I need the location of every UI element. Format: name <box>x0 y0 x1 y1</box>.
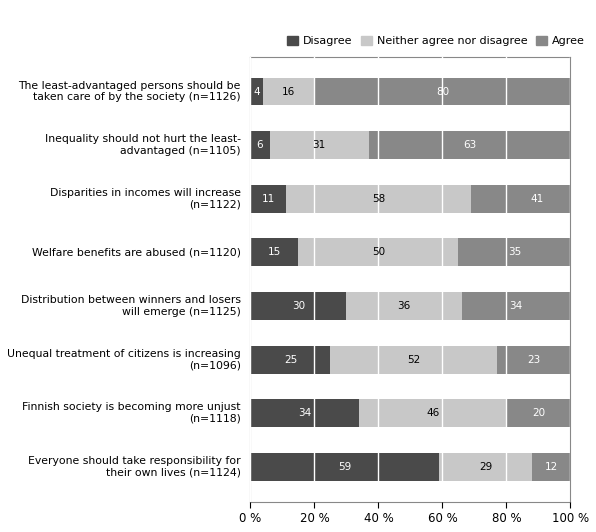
Text: 41: 41 <box>530 194 544 204</box>
Text: 4: 4 <box>253 87 260 96</box>
Text: 46: 46 <box>426 408 439 418</box>
Bar <box>471 185 596 213</box>
Text: 34: 34 <box>298 408 312 418</box>
Text: 63: 63 <box>463 140 476 150</box>
Text: 52: 52 <box>407 354 420 364</box>
Bar <box>250 131 269 159</box>
Bar <box>263 78 315 105</box>
Bar <box>250 78 263 105</box>
Text: 59: 59 <box>338 462 352 472</box>
Bar <box>458 238 570 267</box>
Text: 36: 36 <box>398 301 411 311</box>
Bar <box>346 292 462 320</box>
Text: 20: 20 <box>532 408 545 418</box>
Bar <box>250 346 330 373</box>
Text: 23: 23 <box>527 354 541 364</box>
Bar <box>250 292 346 320</box>
Bar <box>315 78 570 105</box>
Bar <box>330 346 497 373</box>
Bar <box>269 131 369 159</box>
Text: 12: 12 <box>545 462 558 472</box>
Text: 6: 6 <box>257 140 263 150</box>
Text: 15: 15 <box>268 247 281 257</box>
Text: 35: 35 <box>508 247 521 257</box>
Bar <box>359 399 507 427</box>
Text: 16: 16 <box>282 87 296 96</box>
Legend: Disagree, Neither agree nor disagree, Agree: Disagree, Neither agree nor disagree, Ag… <box>283 31 589 51</box>
Bar <box>532 453 570 481</box>
Text: 80: 80 <box>436 87 449 96</box>
Text: 11: 11 <box>262 194 275 204</box>
Text: 58: 58 <box>372 194 385 204</box>
Bar <box>497 346 570 373</box>
Bar <box>250 185 285 213</box>
Bar <box>439 453 532 481</box>
Text: 29: 29 <box>479 462 492 472</box>
Bar <box>250 453 439 481</box>
Text: 34: 34 <box>510 301 523 311</box>
Bar <box>250 238 299 267</box>
Text: 31: 31 <box>313 140 326 150</box>
Bar <box>507 399 570 427</box>
Text: 50: 50 <box>372 247 385 257</box>
Bar <box>369 131 570 159</box>
Text: 25: 25 <box>284 354 297 364</box>
Bar <box>285 185 471 213</box>
Bar <box>462 292 570 320</box>
Bar <box>250 399 359 427</box>
Text: 30: 30 <box>292 301 305 311</box>
Bar <box>299 238 458 267</box>
